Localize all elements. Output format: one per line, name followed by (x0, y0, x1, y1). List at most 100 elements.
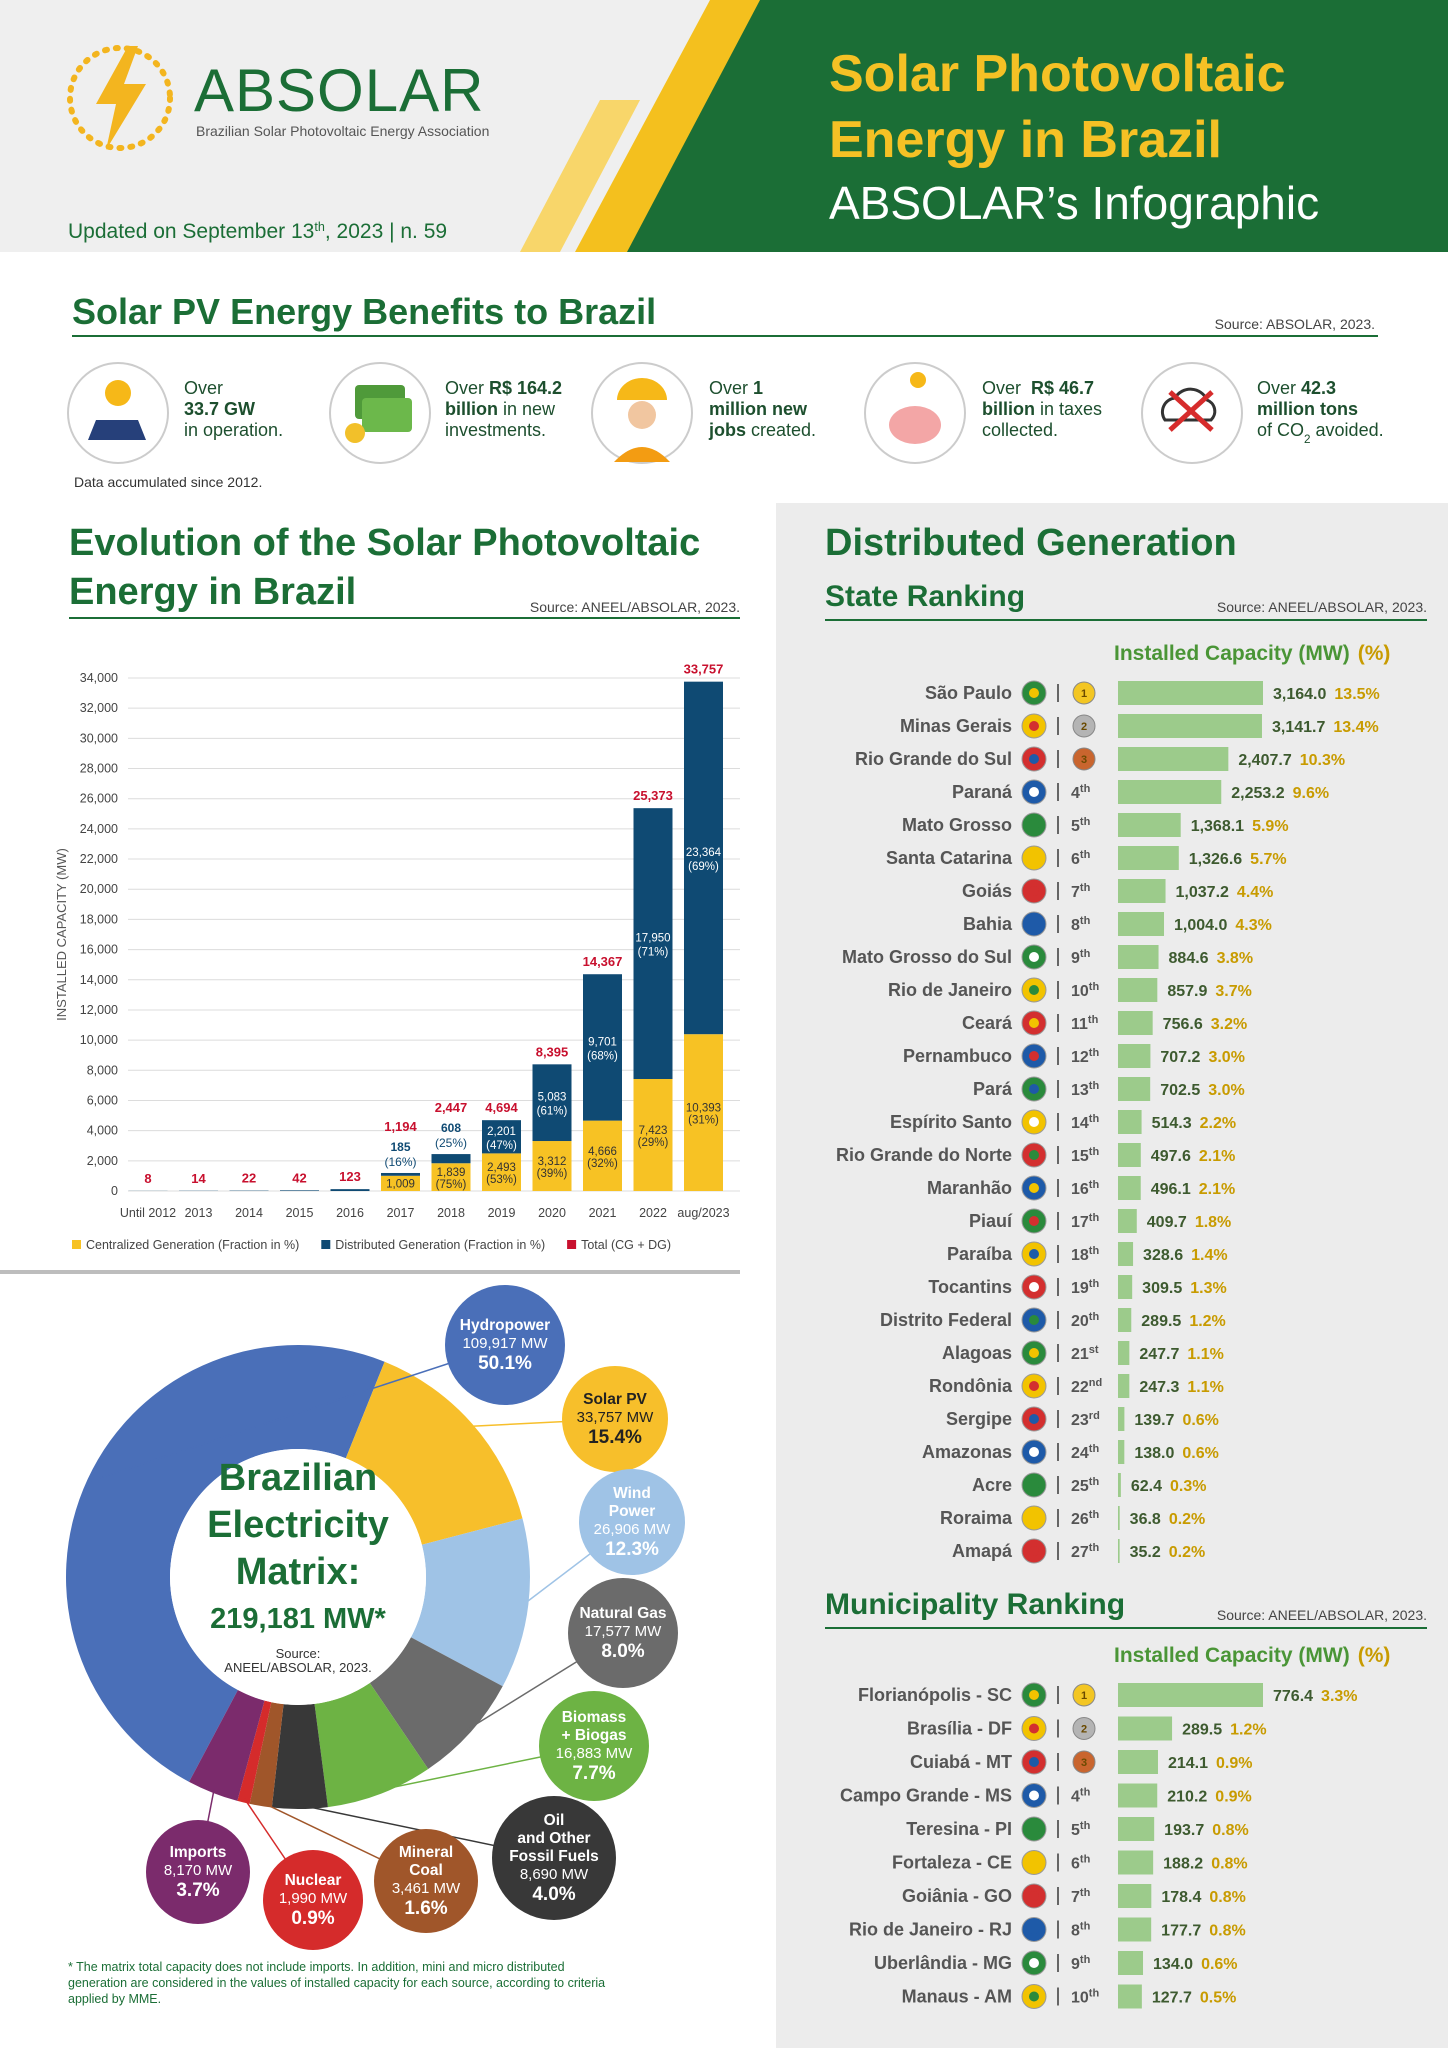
value-label: 127.7 (1152, 1990, 1192, 2007)
rank-label: 24th (1071, 1443, 1099, 1462)
rank-number: 9 (1071, 950, 1080, 967)
rank-number: 3 (1081, 1757, 1087, 1769)
rank-label: 4th (1071, 1787, 1091, 1806)
value-label: 134.0 (1153, 1956, 1193, 1973)
rank-number: 18 (1071, 1247, 1089, 1264)
rank-suffix: th (1089, 1509, 1100, 1521)
header-green (627, 0, 1448, 252)
benefit-text: Over (184, 378, 223, 398)
total-label: 25,373 (633, 788, 673, 803)
text-segment: Over (709, 378, 753, 398)
rank-label: 20th (1071, 1311, 1099, 1330)
legend-label: Distributed Generation (Fraction in %) (335, 1238, 545, 1252)
ranking-name: Mato Grosso do Sul (842, 947, 1012, 967)
donut-slice (66, 1345, 385, 1782)
rank-number: 25 (1071, 1478, 1089, 1495)
benefit-text: Over R$ 46.7 (982, 378, 1094, 398)
ranking-name: Amapá (952, 1541, 1013, 1561)
rank-number: 26 (1071, 1511, 1089, 1528)
rank-label: 21st (1071, 1344, 1099, 1363)
centralized-fraction: (39%) (537, 1168, 568, 1180)
ranking-bar (1118, 1242, 1134, 1266)
centralized-bar (532, 1141, 572, 1191)
rank-label: 10th (1071, 981, 1099, 1000)
percent-label: 9.6% (1293, 785, 1329, 802)
header-stripe (520, 100, 640, 252)
ranking-name: Rondônia (929, 1376, 1013, 1396)
total-label: 2,447 (435, 1100, 468, 1115)
value-label: 177.7 (1161, 1923, 1201, 1940)
percent-label: 5.7% (1250, 851, 1286, 868)
y-tick-label: 30,000 (80, 731, 118, 745)
y-tick-label: 20,000 (80, 882, 118, 896)
value-label: 214.1 (1168, 1755, 1208, 1772)
ranking-bar (1118, 1407, 1125, 1431)
ranking-name: Fortaleza - CE (892, 1853, 1012, 1873)
icon-sun (105, 380, 131, 406)
chart-title: Evolution of the Solar Photovoltaic (69, 522, 700, 564)
x-tick-label: 2022 (639, 1206, 667, 1220)
rank-suffix: th (1080, 1921, 1091, 1933)
source-name: and Other (517, 1830, 590, 1847)
ranking-name: Manaus - AM (902, 1987, 1012, 2007)
ranking-name: Rio de Janeiro (888, 980, 1012, 1000)
flag-icon-detail (1029, 1282, 1039, 1292)
rank-label: 15th (1071, 1146, 1099, 1165)
percent-label: 10.3% (1300, 752, 1345, 769)
y-tick-label: 18,000 (80, 912, 118, 926)
icon-vest (614, 447, 670, 462)
ranking-name: Roraima (940, 1508, 1013, 1528)
icon-helmet (617, 378, 667, 400)
text-segment: R$ 46.7 (1031, 378, 1094, 398)
flag-icon-detail (1029, 1991, 1039, 2002)
y-tick-label: 16,000 (80, 943, 118, 957)
distributed-label: 9,701 (588, 1036, 617, 1048)
distributed-label: 17,950 (635, 933, 670, 945)
text-segment: 42.3 (1301, 378, 1336, 398)
rank-suffix: nd (1089, 1377, 1102, 1389)
ranking-name: Paraná (952, 782, 1013, 802)
text-segment: billion (445, 399, 498, 419)
ranking-name: Maranhão (927, 1178, 1012, 1198)
rank-suffix: th (1080, 849, 1091, 861)
y-tick-label: 0 (111, 1184, 118, 1198)
rank-label: 26th (1071, 1509, 1099, 1528)
value-label: 2,407.7 (1238, 752, 1291, 769)
ranking-bar (1118, 1143, 1141, 1167)
rank-number: 15 (1071, 1148, 1089, 1165)
rank-number: 3 (1081, 754, 1087, 766)
ranking-bar (1118, 945, 1159, 969)
source-percent: 50.1% (478, 1353, 532, 1374)
value-label: 3,164.0 (1273, 686, 1326, 703)
ranking-name: Goiás (962, 881, 1012, 901)
text-segment: th (314, 220, 325, 234)
total-bar (330, 1189, 370, 1191)
rank-label: 11th (1071, 1014, 1099, 1033)
rank-suffix: th (1089, 1179, 1100, 1191)
column-header: (%) (1358, 1644, 1391, 1667)
ranking-bar (1118, 1044, 1151, 1068)
distributed-fraction: (71%) (638, 947, 669, 959)
ranking-bar (1118, 1984, 1142, 2009)
source-name: Oil (544, 1812, 565, 1829)
distributed-fraction: (68%) (587, 1050, 618, 1062)
flag-icon-detail (1029, 985, 1039, 995)
x-tick-label: 2017 (387, 1206, 415, 1220)
value-label: 776.4 (1273, 1688, 1313, 1705)
total-label: 8,395 (536, 1044, 569, 1059)
rank-number: 4 (1071, 1789, 1080, 1806)
footnote: * The matrix total capacity does not inc… (68, 1960, 565, 1974)
centralized-bar (684, 1034, 723, 1191)
centralized-bar (633, 1079, 673, 1191)
distributed-bar (482, 1120, 521, 1154)
benefit-text: billion in new (445, 399, 556, 419)
value-label: 210.2 (1167, 1789, 1207, 1806)
flag-icon-detail (1029, 886, 1039, 896)
rank-number: 21 (1071, 1346, 1089, 1363)
value-label: 409.7 (1147, 1214, 1187, 1231)
rank-number: 5 (1071, 1822, 1080, 1839)
y-axis-label: INSTALLED CAPACITY (MW) (54, 848, 69, 1021)
value-label: 497.6 (1151, 1148, 1191, 1165)
source-capacity: 26,906 MW (594, 1521, 672, 1538)
